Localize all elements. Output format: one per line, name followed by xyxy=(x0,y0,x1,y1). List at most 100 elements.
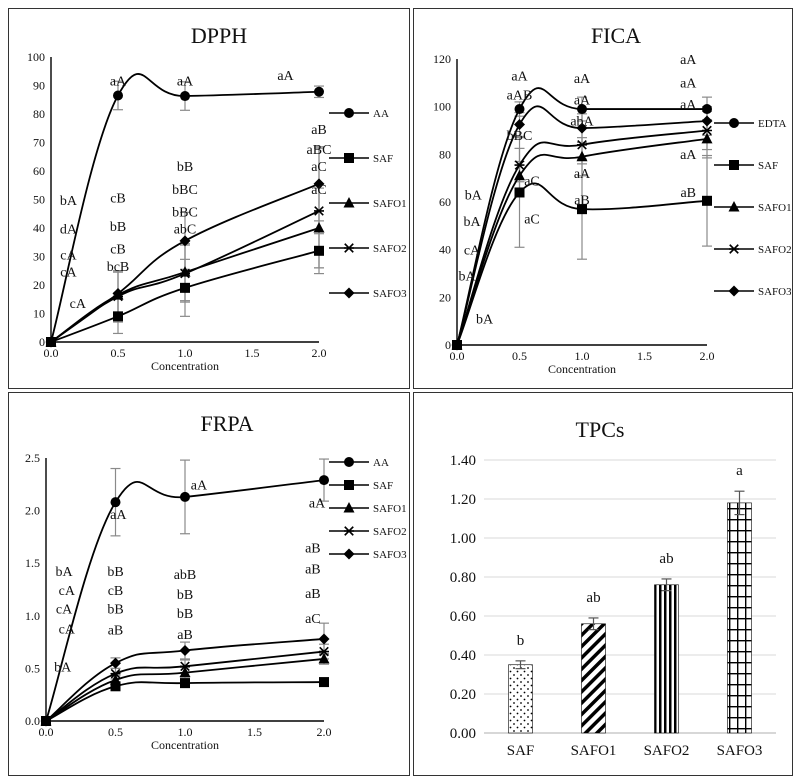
significance-letter: ab xyxy=(586,590,600,606)
category-label: SAF xyxy=(507,743,535,759)
legend-marker-safo3 xyxy=(343,287,355,299)
legend-marker-safo3 xyxy=(343,548,355,560)
dpph-panel: DPPH 0 10 20 30 40 50 60 70 80 90 100 0.0 0.5 1.0 1.5 2.… xyxy=(8,8,410,389)
x-tick-label: 2.0 xyxy=(312,346,327,360)
significance-letter: a xyxy=(736,463,743,479)
y-tick-label: 0.00 xyxy=(450,726,476,742)
significance-letter: aA xyxy=(511,69,528,84)
data-point-edta xyxy=(577,104,587,115)
legend-marker-saf xyxy=(344,153,354,163)
data-point-safo1 xyxy=(318,652,330,664)
data-point-safo3 xyxy=(313,178,325,190)
y-tick-label: 10 xyxy=(33,307,45,321)
significance-letter: bB xyxy=(177,588,193,603)
series-line-aa xyxy=(45,479,325,722)
y-tick-label: 1.40 xyxy=(450,453,476,469)
data-point-safo3 xyxy=(179,235,191,247)
y-tick-label: 0.80 xyxy=(450,570,476,586)
y-tick-label: 20 xyxy=(439,290,451,304)
x-tick-label: 1.0 xyxy=(178,725,193,739)
data-point-aa xyxy=(113,90,123,101)
data-point-saf xyxy=(514,187,525,198)
data-point-safo3 xyxy=(112,288,124,300)
y-tick-label: 50 xyxy=(33,193,45,207)
significance-letter: aA xyxy=(191,479,208,494)
significance-letter: cA xyxy=(59,623,76,638)
data-point-safo3 xyxy=(701,115,713,127)
x-tick-label: 1.5 xyxy=(247,725,262,739)
significance-letter: bcB xyxy=(107,260,130,275)
significance-letter: aA xyxy=(574,72,591,87)
significance-letter: aB xyxy=(108,624,124,639)
significance-letter: abB xyxy=(174,568,197,583)
x-tick-label: 2.0 xyxy=(700,349,715,363)
significance-letter: cB xyxy=(110,243,126,258)
data-point-saf xyxy=(319,677,329,688)
legend-marker-safo2 xyxy=(344,243,354,253)
legend-label: SAFO3 xyxy=(373,549,407,561)
legend-label: SAF xyxy=(373,153,393,165)
data-point-safo1 xyxy=(110,673,121,685)
series-line-safo3 xyxy=(45,638,325,722)
category-label: SAFO3 xyxy=(717,743,763,759)
data-point-edta xyxy=(702,104,712,115)
legend-label: SAFO3 xyxy=(373,288,407,300)
bar-safo1 xyxy=(581,623,606,734)
data-point-safo1 xyxy=(179,666,191,678)
significance-letter: aB xyxy=(574,193,590,208)
series-line-safo3 xyxy=(50,182,320,343)
series-line-safo2 xyxy=(45,650,325,722)
data-point-safo3 xyxy=(45,336,57,348)
significance-letter: abA xyxy=(570,115,594,130)
chart-title: FICA xyxy=(591,23,641,48)
y-tick-label: 0 xyxy=(39,335,45,349)
fica-chart: FICA 0 20 40 60 80 100 120 0.0 0.5 1.0 1.5 2.0 Concen… xyxy=(433,23,791,376)
significance-letter: cB xyxy=(110,191,126,206)
data-point-saf xyxy=(180,282,190,293)
y-tick-label: 30 xyxy=(33,250,45,264)
y-tick-label: 1.5 xyxy=(25,556,40,570)
significance-letter: abC xyxy=(174,223,197,238)
y-tick-label: 0.20 xyxy=(450,687,476,703)
data-point-safo3 xyxy=(576,122,588,134)
legend-marker-saf xyxy=(729,160,739,170)
x-tick-label: 0.5 xyxy=(512,349,527,363)
significance-letter: aC xyxy=(524,174,540,189)
significance-letter: aB xyxy=(305,587,321,602)
data-point-safo2 xyxy=(110,668,121,679)
fica-panel: FICA 0 20 40 60 80 100 120 0.0 0.5 1.0 1.5 2.0 Concen… xyxy=(413,8,793,389)
significance-letter: aC xyxy=(524,212,540,227)
y-tick-label: 40 xyxy=(33,221,45,235)
data-point-safo2 xyxy=(577,139,587,150)
significance-letter: aC xyxy=(311,183,327,198)
significance-letter: bA xyxy=(56,565,74,580)
legend-label: AA xyxy=(373,108,389,120)
data-point-safo3 xyxy=(318,633,330,645)
legend-marker-safo1 xyxy=(343,502,355,513)
y-tick-label: 70 xyxy=(33,136,45,150)
data-point-safo2 xyxy=(514,160,525,170)
significance-letter: bA xyxy=(60,194,78,209)
chart-title: TPCs xyxy=(576,417,625,442)
data-point-aa xyxy=(180,491,190,502)
data-point-safo1 xyxy=(576,150,588,162)
y-tick-label: 1.00 xyxy=(450,531,476,547)
error-bars-safo3 xyxy=(113,146,324,317)
legend-marker-safo1 xyxy=(343,197,355,208)
significance-letter: aC xyxy=(305,612,321,627)
x-tick-label: 2.0 xyxy=(317,725,332,739)
significance-letter: cB xyxy=(108,584,124,599)
legend-marker-saf xyxy=(344,480,354,490)
data-point-edta xyxy=(514,104,525,115)
tpcs-chart: TPCs 0.00 0.20 0.40 0.60 0.80 1.00 1.20 1.40 b SAF… xyxy=(450,417,776,759)
legend-label: SAF xyxy=(758,160,778,172)
significance-letter: bBC xyxy=(172,183,198,198)
significance-letter: bA xyxy=(458,270,476,285)
significance-letter: aA xyxy=(680,148,697,163)
data-point-saf xyxy=(180,678,190,689)
significance-letter: cA xyxy=(70,297,87,312)
legend-label: SAFO2 xyxy=(373,526,407,538)
y-tick-label: 1.0 xyxy=(25,609,40,623)
legend-label: SAFO1 xyxy=(373,198,407,210)
category-label: SAFO1 xyxy=(571,743,617,759)
